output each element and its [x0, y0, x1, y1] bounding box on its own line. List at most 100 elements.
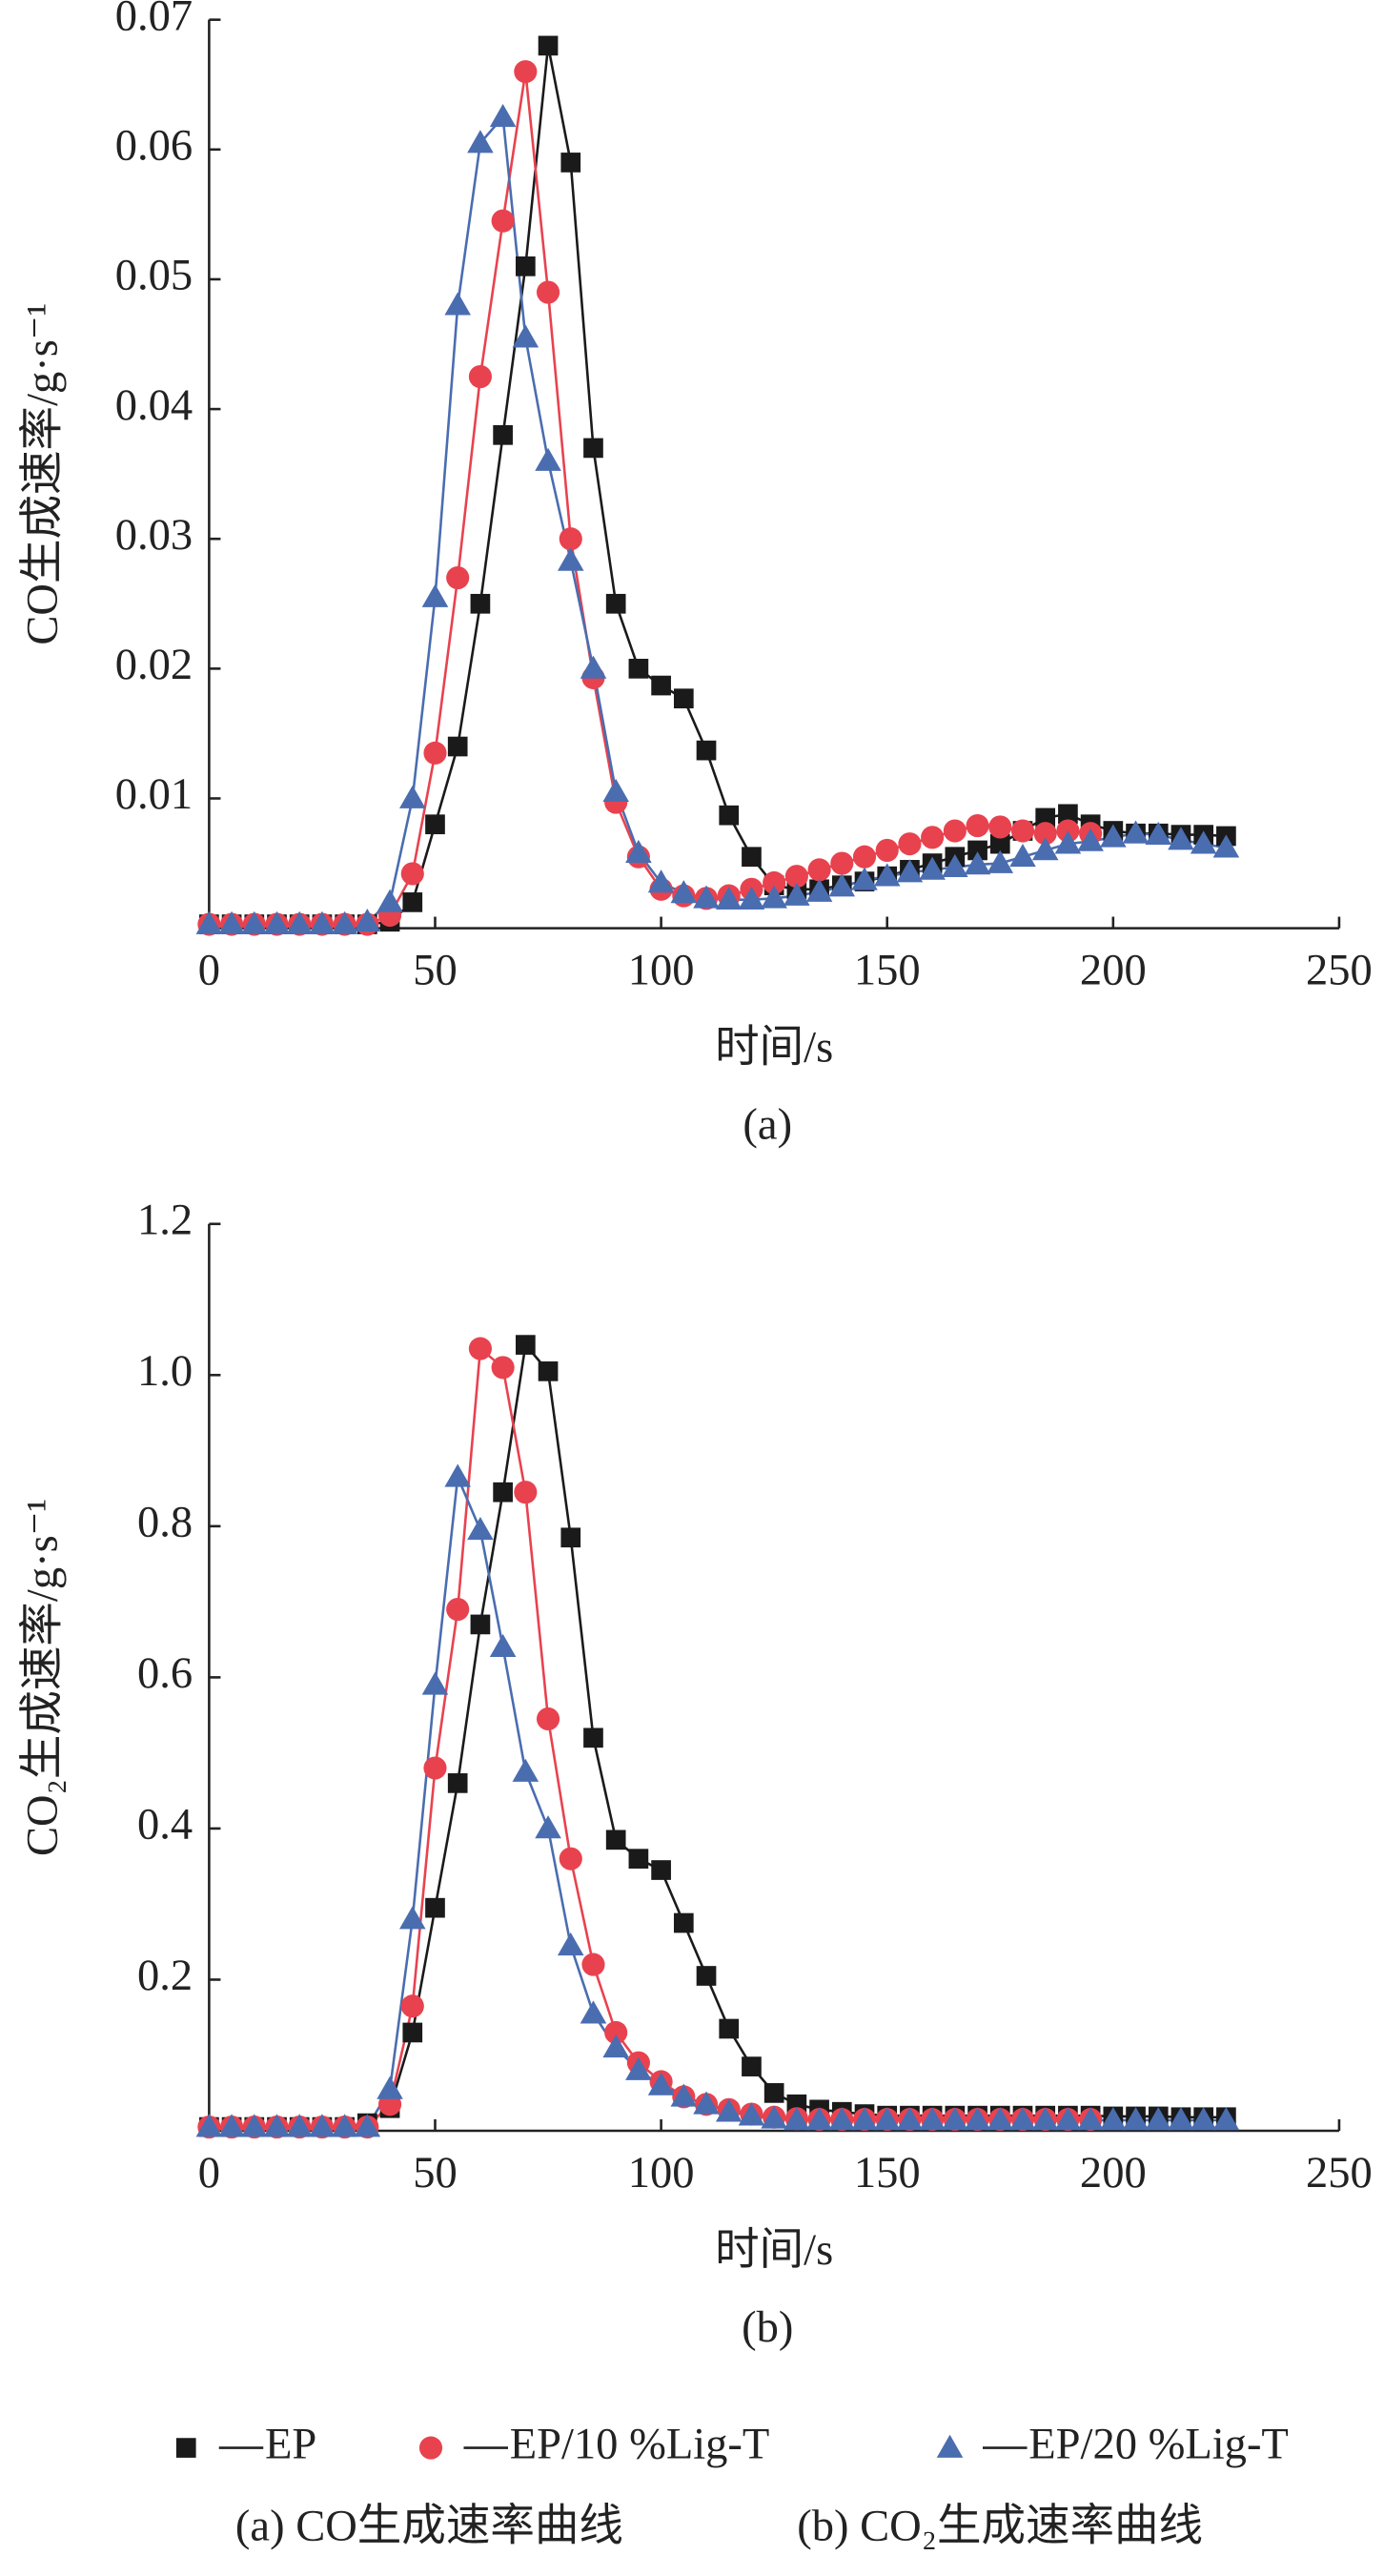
data-point — [560, 1527, 581, 1548]
data-point — [470, 1614, 491, 1635]
data-point — [425, 814, 445, 835]
data-point — [263, 910, 291, 934]
x-tick-label: 200 — [1080, 947, 1147, 995]
data-point — [988, 815, 1012, 839]
data-point — [515, 256, 536, 276]
data-point — [1058, 804, 1078, 825]
legend-label: EP — [265, 2420, 316, 2468]
data-point — [1031, 2107, 1059, 2131]
data-point — [1077, 2107, 1104, 2131]
y-tick-label: 1.0 — [137, 1347, 193, 1396]
data-point — [1100, 2107, 1127, 2131]
data-point — [1145, 2107, 1172, 2131]
data-point — [987, 2107, 1014, 2131]
data-point — [851, 867, 878, 890]
data-point — [423, 741, 447, 765]
data-point — [1033, 822, 1057, 846]
data-point — [377, 2075, 403, 2099]
data-point — [398, 1906, 426, 1930]
data-point — [1190, 2107, 1217, 2131]
data-point — [1009, 843, 1036, 868]
y-tick-label: 0.02 — [115, 641, 193, 689]
data-point — [467, 130, 494, 153]
x-tick-label: 250 — [1306, 947, 1373, 995]
data-point — [1077, 828, 1104, 851]
data-point — [919, 2107, 946, 2131]
y-axis-label: CO₂生成速率/g·s⁻¹ — [18, 1499, 67, 1856]
data-point — [851, 2107, 878, 2131]
data-point — [670, 880, 698, 904]
data-point — [557, 547, 584, 571]
data-point — [491, 1356, 515, 1380]
data-point — [1122, 820, 1150, 844]
y-tick-label: 0.05 — [115, 252, 193, 300]
data-point — [241, 910, 268, 934]
data-point — [538, 1361, 559, 1381]
data-point — [873, 2107, 901, 2131]
data-point — [468, 364, 492, 389]
data-point — [402, 892, 423, 912]
data-point — [942, 2107, 968, 2131]
data-point — [670, 2083, 698, 2107]
data-point — [898, 832, 922, 856]
data-point — [1190, 830, 1217, 854]
legend-label: EP/20 %Lig-T — [1028, 2420, 1289, 2468]
data-point — [309, 2114, 336, 2137]
data-point — [331, 2114, 358, 2137]
data-point — [942, 853, 968, 877]
data-point — [1054, 830, 1082, 854]
legend-marker — [418, 2436, 443, 2460]
data-point — [738, 886, 765, 910]
data-point — [559, 527, 582, 551]
x-tick-label: 0 — [198, 2149, 220, 2198]
data-point — [605, 593, 626, 614]
data-point — [559, 1847, 582, 1871]
y-tick-label: 0.8 — [137, 1499, 193, 1547]
data-point — [896, 2107, 924, 2131]
data-point — [989, 833, 1010, 854]
data-point — [896, 859, 924, 883]
data-point — [1054, 2107, 1082, 2131]
series-line — [209, 45, 1227, 926]
data-point — [715, 2098, 743, 2122]
x-tick-label: 50 — [413, 947, 458, 995]
data-point — [828, 873, 856, 897]
panel-label: (a) — [743, 1101, 792, 1150]
data-point — [263, 2114, 291, 2137]
legend-label: EP/10 %Lig-T — [510, 2420, 770, 2468]
data-point — [1009, 2107, 1036, 2131]
data-point — [489, 103, 517, 128]
data-point — [1168, 827, 1194, 850]
data-point — [805, 878, 833, 902]
data-point — [625, 839, 652, 863]
data-point — [738, 2102, 765, 2126]
data-point — [583, 1728, 603, 1748]
x-tick-label: 250 — [1306, 2149, 1373, 2198]
data-point — [447, 736, 468, 757]
data-point — [538, 35, 559, 56]
data-point — [647, 869, 675, 893]
data-point — [761, 2105, 787, 2129]
x-tick-label: 150 — [854, 947, 921, 995]
data-point — [536, 280, 560, 304]
data-point — [446, 565, 470, 590]
series-line — [209, 113, 1227, 926]
data-point — [852, 845, 877, 869]
data-point — [943, 819, 967, 843]
data-point — [512, 324, 539, 348]
data-point — [1212, 2107, 1240, 2131]
data-point — [719, 2018, 740, 2039]
data-point — [828, 2107, 856, 2131]
data-point — [423, 1756, 447, 1780]
data-point — [919, 856, 946, 880]
data-point — [241, 2114, 268, 2137]
data-point — [605, 1830, 626, 1850]
data-point — [447, 1773, 468, 1793]
data-point — [742, 2056, 762, 2076]
data-point — [628, 1849, 649, 1869]
data-point — [398, 785, 426, 808]
y-tick-label: 0.06 — [115, 121, 193, 170]
x-tick-label: 100 — [628, 2149, 695, 2198]
data-point — [1100, 824, 1127, 848]
